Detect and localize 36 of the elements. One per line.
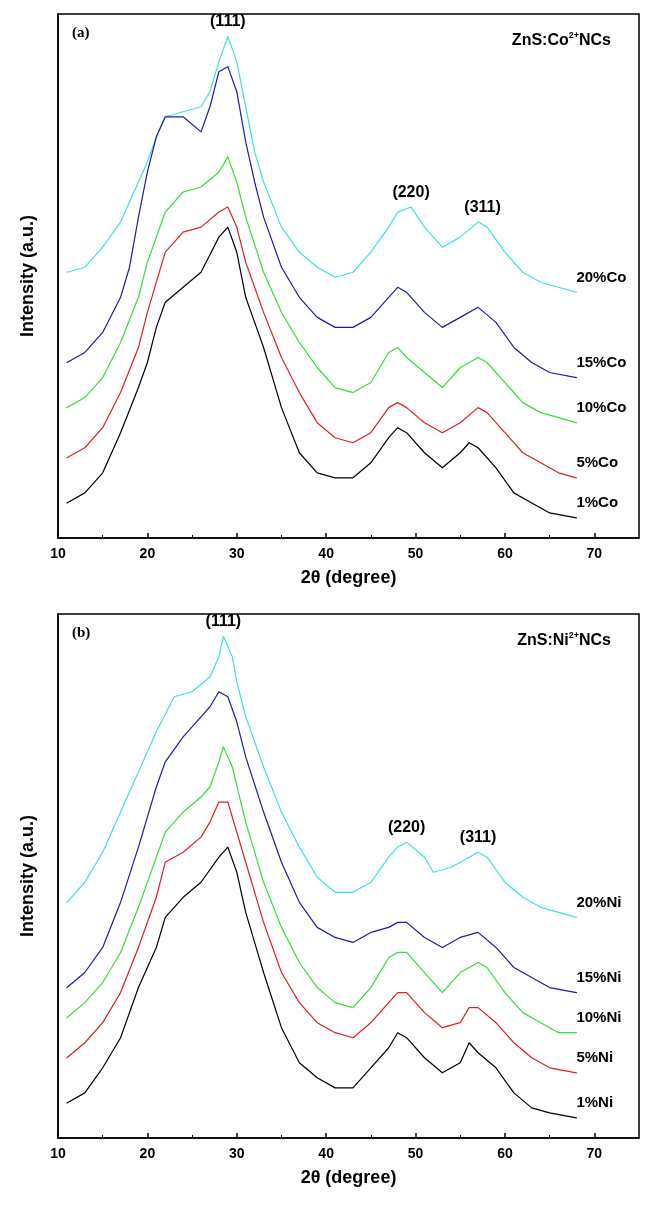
x-tick-label: 20 <box>139 545 156 561</box>
series-label: 15%Ni <box>576 968 622 986</box>
x-tick-label: 70 <box>586 1145 603 1161</box>
series-label: 5%Ni <box>576 1048 614 1066</box>
series-label: 20%Co <box>576 267 627 285</box>
series-label: 10%Ni <box>576 1008 622 1026</box>
x-tick-label: 20 <box>139 1145 156 1161</box>
x-tick-label: 40 <box>318 1145 335 1161</box>
series-label: 20%Ni <box>576 892 622 910</box>
x-tick-label: 60 <box>497 545 513 561</box>
x-axis-title: 2θ (degree) <box>300 1167 397 1187</box>
annotation: (111) <box>205 612 242 630</box>
series-label: 1%Co <box>576 493 619 511</box>
annotation: (220) <box>387 817 426 835</box>
series-label: 10%Co <box>576 398 627 416</box>
x-tick-label: 50 <box>407 1145 424 1161</box>
annotation: (311) <box>459 827 497 845</box>
x-axis-title: 2θ (degree) <box>300 567 397 587</box>
x-tick-label: 10 <box>50 545 66 561</box>
x-tick-label: 70 <box>586 545 603 561</box>
annotation: (111) <box>210 12 246 30</box>
x-tick-label: 40 <box>318 545 335 561</box>
x-tick-label: 10 <box>50 1145 66 1161</box>
series-label: 5%Co <box>576 453 619 471</box>
y-axis-title: Intensity (a.u.) <box>17 814 37 938</box>
series-label: 15%Co <box>576 353 627 371</box>
series-label: 1%Ni <box>576 1093 614 1111</box>
x-tick-label: 30 <box>228 545 245 561</box>
x-tick-label: 60 <box>497 1145 513 1161</box>
x-tick-label: 30 <box>228 1145 245 1161</box>
y-axis-title: Intensity (a.u.) <box>17 214 37 338</box>
annotation: (311) <box>464 197 501 215</box>
annotation: (a) <box>72 23 90 41</box>
x-tick-label: 50 <box>407 545 424 561</box>
annotation: (b) <box>72 623 91 641</box>
annotation: (220) <box>392 182 430 200</box>
